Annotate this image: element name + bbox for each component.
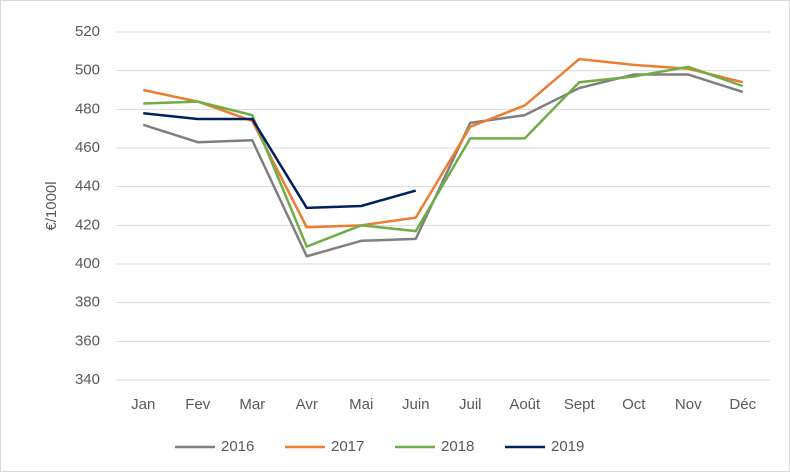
y-tick-label: 420: [75, 216, 100, 233]
y-tick-label: 400: [75, 255, 100, 272]
x-tick-label: Fev: [185, 396, 211, 413]
legend-label: 2019: [551, 438, 584, 455]
x-tick-label: Mai: [349, 396, 373, 413]
legend-label: 2016: [221, 438, 254, 455]
legend-label: 2018: [441, 438, 474, 455]
y-tick-label: 480: [75, 100, 100, 117]
data-line: [143, 65, 744, 248]
x-tick-label: Mar: [239, 396, 265, 413]
x-tick-label: Juin: [402, 396, 430, 413]
y-tick-label: 360: [75, 332, 100, 349]
x-tick-label: Avr: [296, 396, 318, 413]
y-axis-title: €/1000l: [43, 181, 60, 230]
x-tick-label: Déc: [729, 396, 756, 413]
y-tick-label: 460: [75, 139, 100, 156]
x-tick-label: Jan: [131, 396, 155, 413]
x-tick-label: Oct: [622, 396, 646, 413]
data-line: [142, 57, 744, 229]
y-tick-label: 440: [75, 178, 100, 195]
y-tick-label: 520: [75, 23, 100, 40]
y-tick-label: 500: [75, 62, 100, 79]
y-tick-label: 340: [75, 371, 100, 388]
x-tick-label: Août: [509, 396, 541, 413]
legend-label: 2017: [331, 438, 364, 455]
y-tick-label: 380: [75, 294, 100, 311]
data-line: [143, 111, 417, 210]
x-tick-label: Juil: [459, 396, 482, 413]
x-tick-label: Nov: [675, 396, 702, 413]
x-tick-label: Sept: [564, 396, 596, 413]
